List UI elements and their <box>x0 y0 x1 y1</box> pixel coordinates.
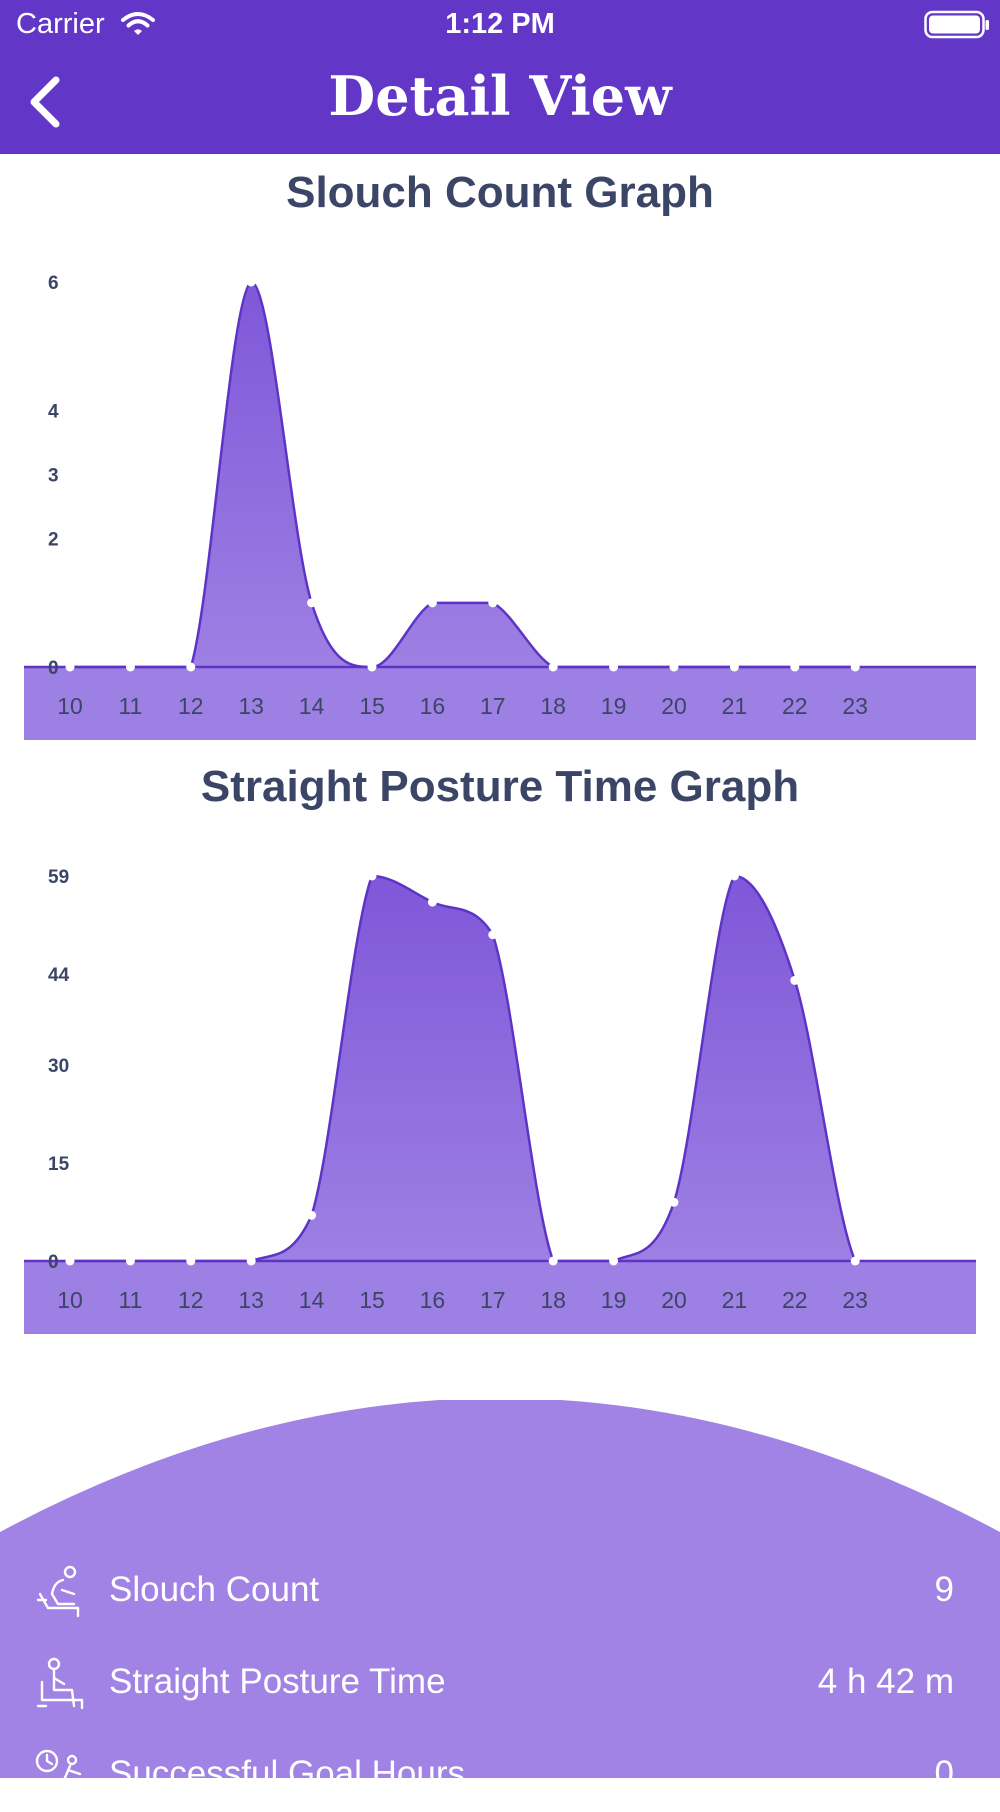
chart-point <box>186 1256 196 1266</box>
x-tick-label: 13 <box>238 693 264 719</box>
chart-point <box>367 871 377 881</box>
chart-point <box>246 1256 256 1266</box>
back-chevron-icon[interactable] <box>24 72 74 132</box>
x-tick-label: 17 <box>480 1287 506 1313</box>
chart-point <box>186 662 196 672</box>
chart-point <box>307 1210 317 1220</box>
x-tick-label: 22 <box>782 693 808 719</box>
x-tick-label: 18 <box>540 1287 566 1313</box>
y-tick-label: 2 <box>48 530 59 551</box>
x-tick-label: 22 <box>782 1287 808 1313</box>
chart-point <box>488 598 498 608</box>
wifi-icon <box>121 12 155 35</box>
y-tick-label: 59 <box>48 867 69 888</box>
chart-point <box>609 1256 619 1266</box>
chart-point <box>850 662 860 672</box>
chart-baseline-band <box>24 1261 976 1334</box>
x-tick-label: 12 <box>178 693 204 719</box>
x-tick-label: 21 <box>722 1287 748 1313</box>
chart-point <box>488 930 498 940</box>
x-tick-label: 11 <box>118 1287 142 1313</box>
page-title: Detail View <box>328 64 672 128</box>
y-tick-label: 15 <box>48 1154 70 1175</box>
battery-icon <box>924 10 989 39</box>
straight-posture-icon <box>36 1657 84 1710</box>
x-tick-label: 12 <box>178 1287 204 1313</box>
chart-point <box>427 897 437 907</box>
chart-point <box>427 598 437 608</box>
x-tick-label: 20 <box>661 1287 687 1313</box>
summary-row-straight-posture-time: Straight Posture Time 4 h 42 m <box>0 1650 1000 1720</box>
x-tick-label: 23 <box>842 693 868 719</box>
x-tick-label: 20 <box>661 693 687 719</box>
status-time: 1:12 PM <box>445 8 555 40</box>
chart-point <box>548 662 558 672</box>
x-tick-label: 16 <box>420 693 446 719</box>
summary-arc-background <box>0 1400 1000 1778</box>
chart-point <box>367 662 377 672</box>
summary-row-successful-goal-hours: Successful Goal Hours 0 <box>0 1742 1000 1812</box>
summary-value: 9 <box>934 1570 954 1609</box>
summary-label: Successful Goal Hours <box>109 1754 465 1793</box>
chart-point <box>65 1256 75 1266</box>
x-tick-label: 15 <box>359 693 385 719</box>
chart-area <box>24 282 976 667</box>
straight-posture-chart: 0 15 30 44 59 10 11 12 13 14 15 16 17 18 19 20 21 22 23 <box>24 867 976 1334</box>
chart-point <box>790 662 800 672</box>
y-tick-label: 3 <box>48 466 59 487</box>
x-tick-label: 11 <box>118 693 142 719</box>
chart-point <box>307 598 317 608</box>
chart-point <box>548 1256 558 1266</box>
slouch-graph-title: Slouch Count Graph <box>286 168 714 217</box>
chart-point <box>669 1197 679 1207</box>
x-tick-label: 13 <box>238 1287 264 1313</box>
summary-label: Straight Posture Time <box>109 1662 446 1701</box>
chart-point <box>790 975 800 985</box>
x-tick-label: 10 <box>57 1287 83 1313</box>
y-tick-label: 6 <box>48 273 59 294</box>
slouch-icon <box>36 1565 80 1618</box>
chart-point <box>125 1256 135 1266</box>
x-tick-label: 21 <box>722 693 748 719</box>
chart-point <box>729 662 739 672</box>
chart-point <box>65 662 75 672</box>
chart-point <box>609 662 619 672</box>
summary-panel: Slouch Count 9 Straight Posture Time 4 h… <box>0 1400 1000 1802</box>
x-tick-label: 18 <box>540 693 566 719</box>
chart-point <box>125 662 135 672</box>
y-tick-label: 30 <box>48 1056 69 1077</box>
chart-point <box>246 277 256 287</box>
summary-value: 0 <box>934 1754 954 1793</box>
x-tick-label: 14 <box>299 1287 325 1313</box>
y-tick-label: 44 <box>48 965 70 986</box>
chart-point <box>669 662 679 672</box>
navigation-bar: Detail View <box>0 50 1000 154</box>
posture-graph-title: Straight Posture Time Graph <box>200 762 800 811</box>
summary-row-slouch-count: Slouch Count 9 <box>0 1558 1000 1628</box>
summary-value: 4 h 42 m <box>817 1662 954 1701</box>
status-bar: Carrier 1:12 PM <box>0 0 1000 50</box>
x-tick-label: 15 <box>359 1287 385 1313</box>
y-tick-label: 0 <box>48 1252 59 1273</box>
x-tick-label: 19 <box>601 1287 627 1313</box>
x-tick-label: 17 <box>480 693 506 719</box>
x-tick-label: 14 <box>299 693 325 719</box>
summary-label: Slouch Count <box>109 1570 320 1609</box>
x-tick-label: 19 <box>601 693 627 719</box>
x-tick-label: 23 <box>842 1287 868 1313</box>
y-tick-label: 4 <box>48 401 59 422</box>
carrier-label: Carrier <box>16 8 105 40</box>
x-tick-label: 16 <box>420 1287 446 1313</box>
x-tick-label: 10 <box>57 693 83 719</box>
chart-point <box>850 1256 860 1266</box>
chart-point <box>729 871 739 881</box>
chart-area <box>24 876 976 1261</box>
goal-hours-icon <box>35 1749 82 1802</box>
chart-baseline-band <box>24 667 976 740</box>
y-tick-label: 0 <box>48 658 59 679</box>
